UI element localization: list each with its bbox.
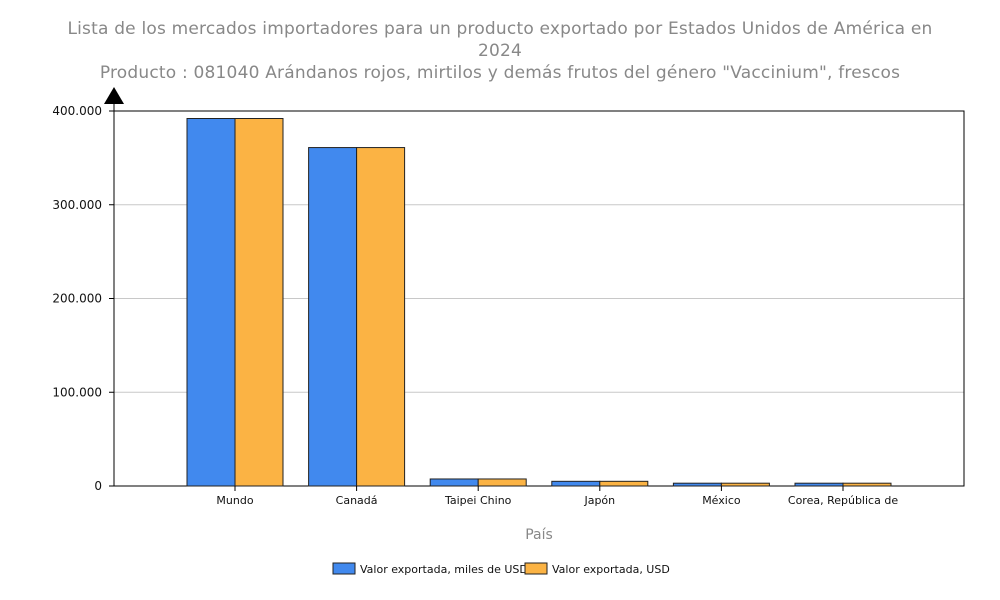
x-tick-label: Canadá <box>336 494 378 507</box>
y-tick-label: 400.000 <box>52 104 102 118</box>
y-axis-arrow-icon <box>104 87 124 104</box>
bar-usd <box>234 118 284 487</box>
x-axis-label: País <box>525 527 553 543</box>
chart-title: Lista de los mercados importadores para … <box>67 19 933 61</box>
x-tick-label: Mundo <box>216 494 253 507</box>
y-tick-label: 300.000 <box>52 198 102 212</box>
bar-miles-usd <box>551 480 601 487</box>
bar-usd <box>599 480 649 487</box>
bar-miles-usd <box>429 478 479 487</box>
y-axis-ticks: 0 100.000 200.000 300.000 400.000 <box>52 104 114 493</box>
bar-miles-usd <box>308 147 358 487</box>
x-tick-label: México <box>702 494 741 507</box>
x-tick-label: Taipei Chino <box>444 494 512 507</box>
legend-label: Valor exportada, miles de USD <box>360 563 528 576</box>
bar-miles-usd <box>672 482 722 487</box>
bar-miles-usd <box>186 118 236 487</box>
legend-swatch <box>524 562 548 575</box>
legend-swatch <box>332 562 356 575</box>
y-tick-label: 200.000 <box>52 292 102 306</box>
bar-usd <box>842 482 892 487</box>
legend: Valor exportada, miles de USD Valor expor… <box>332 562 670 576</box>
bar-usd <box>356 147 406 487</box>
bars-group <box>186 118 892 487</box>
x-axis-ticks: Mundo Canadá Taipei Chino Japón México Corea,… <box>216 486 898 507</box>
bar-usd <box>477 478 527 487</box>
x-tick-label: Corea, República de <box>788 494 898 507</box>
legend-label: Valor exportada, USD <box>552 563 670 576</box>
bar-usd <box>720 482 770 487</box>
x-tick-label: Japón <box>583 494 615 507</box>
chart-subtitle: Producto : 081040 Arándanos rojos, mirti… <box>99 63 901 83</box>
y-tick-label: 100.000 <box>52 385 102 399</box>
y-tick-label: 0 <box>94 479 102 493</box>
bar-miles-usd <box>794 482 844 487</box>
